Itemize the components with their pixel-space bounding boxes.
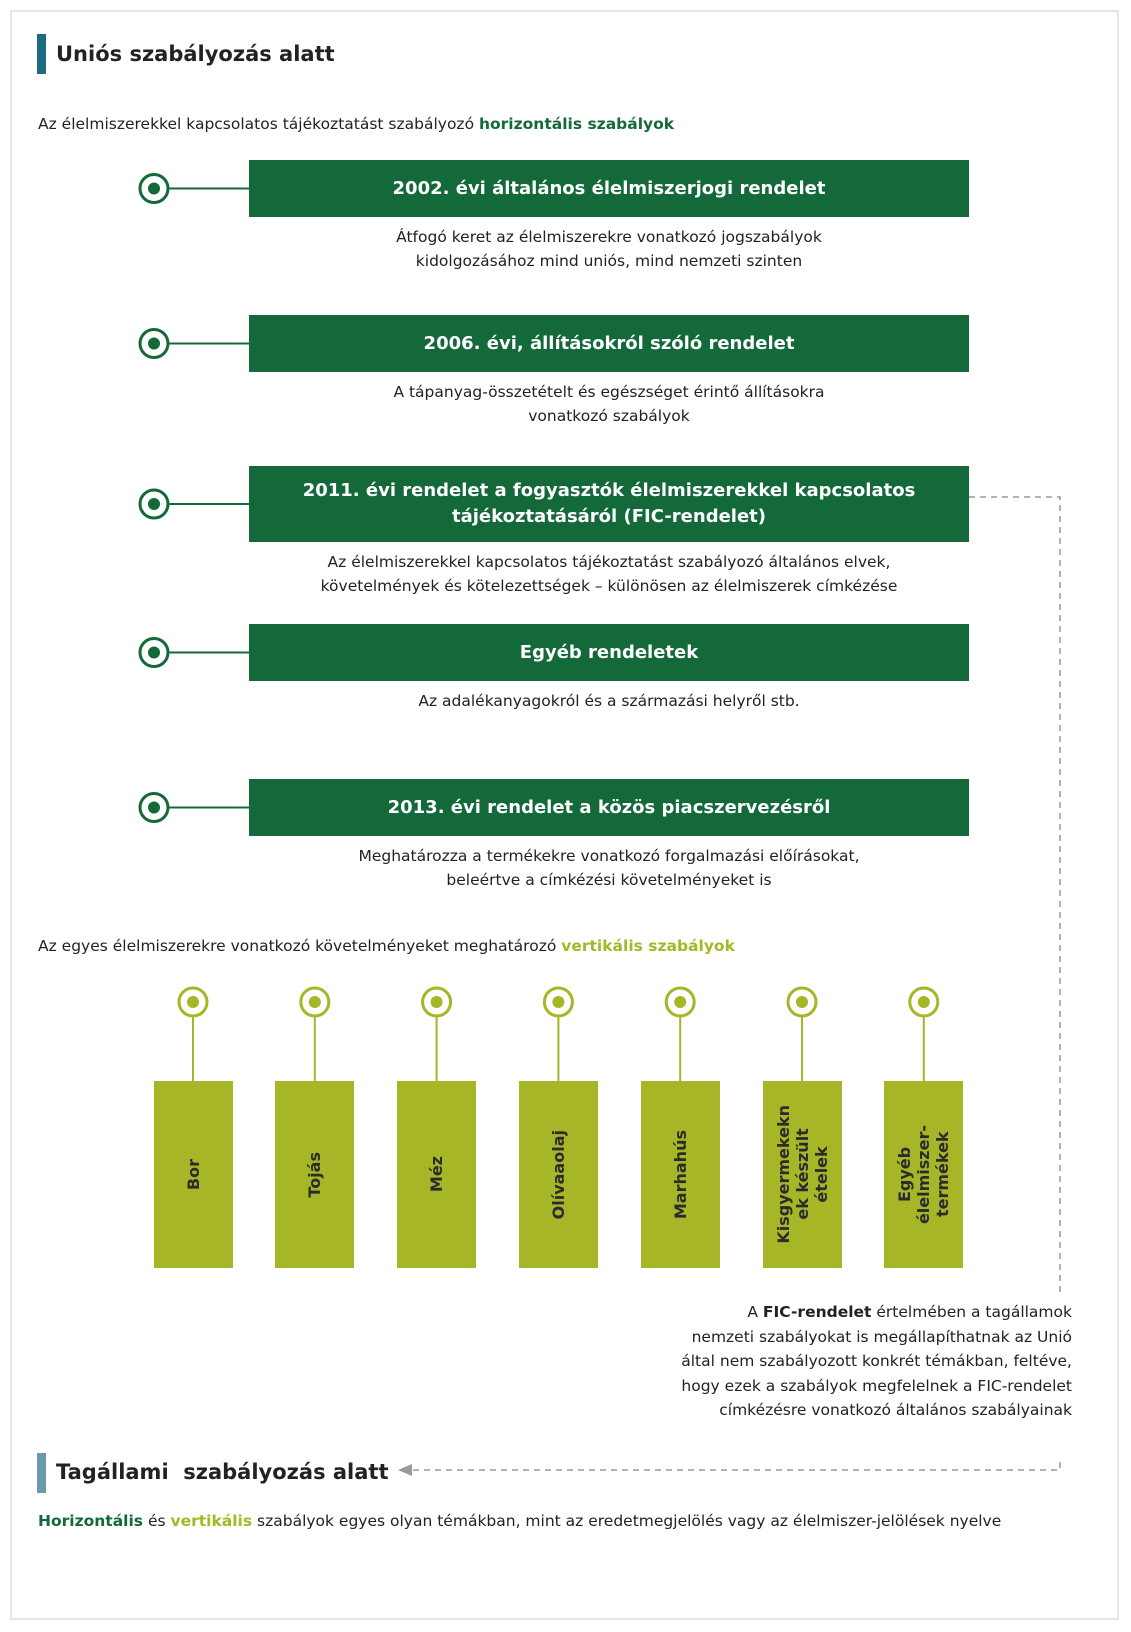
regulation-box: Egyéb rendeletek <box>249 624 969 681</box>
product-line: Marhahús <box>670 1129 690 1220</box>
product-line: ek készült <box>792 1128 812 1221</box>
product-line: Egyéb <box>895 1146 915 1203</box>
product-line: Bor <box>183 1158 203 1191</box>
product-label: Méz <box>427 1156 446 1192</box>
node-dot <box>308 996 321 1008</box>
description-line: A tápanyag-összetételt és egészséget éri… <box>393 383 825 401</box>
product-label: Olívaaolaj <box>549 1130 568 1219</box>
description-line: Meghatározza a termékekre vonatkozó forg… <box>358 847 860 865</box>
intro: Az egyes élelmiszerekre vonatkozó követe… <box>38 937 735 955</box>
product-line: Tojás <box>305 1151 325 1198</box>
node-dot <box>148 646 160 659</box>
product-label: Tojás <box>305 1152 324 1198</box>
node-dot <box>148 182 160 195</box>
description-line: vonatkozó szabályok <box>528 407 690 425</box>
intro-text: Az élelmiszerekkel kapcsolatos tájékozta… <box>38 115 479 133</box>
dashed-link <box>412 496 1061 1471</box>
product-label: Marhahús <box>671 1130 690 1219</box>
section-title: Tagállami szabályozás alatt <box>56 1460 389 1484</box>
product-box: Méz <box>397 1081 477 1268</box>
node-dot <box>148 498 160 510</box>
note-bold: FIC-rendelet <box>762 1303 872 1321</box>
product-label: Egyéb élelmiszer-termékek <box>895 1125 952 1224</box>
product-box: Tojás <box>275 1081 355 1268</box>
description-line: Átfogó keret az élelmiszerekre vonatkozó… <box>396 228 822 246</box>
note-text: A <box>747 1303 763 1321</box>
regulation-description: Az élelmiszerekkel kapcsolatos tájékozta… <box>249 550 969 598</box>
note-text: értelmében a tagállamok nemzeti szabályo… <box>681 1303 1072 1419</box>
intro-text: Az egyes élelmiszerekre vonatkozó követe… <box>38 937 562 955</box>
text: szabályok egyes olyan témákban, mint az … <box>252 1512 1002 1530</box>
product-box: Bor <box>153 1081 233 1268</box>
description-line: követelmények és kötelezettségek – külön… <box>320 577 898 595</box>
regulation-box: 2006. évi, állításokról szóló rendelet <box>249 315 969 372</box>
regulation-description: Átfogó keret az élelmiszerekre vonatkozó… <box>249 225 969 273</box>
note: A FIC-rendelet értelmében a tagállamok n… <box>670 1296 1074 1462</box>
section-bar <box>37 34 46 74</box>
section-title: Uniós szabályozás alatt <box>56 42 335 66</box>
product-box: Egyéb élelmiszer-termékek <box>884 1081 964 1268</box>
node-dot <box>552 996 565 1008</box>
regulation-title: 2002. évi általános élelmiszerjogi rende… <box>392 177 826 199</box>
node-dot <box>430 996 443 1008</box>
footer-text: Horizontális és vertikális szabályok egy… <box>38 1512 1001 1530</box>
arrow-head <box>398 1464 412 1476</box>
product-line: élelmiszer- <box>914 1124 934 1225</box>
intro-highlight: horizontális szabályok <box>478 115 675 133</box>
intro-highlight: vertikális szabályok <box>561 937 735 955</box>
frame <box>10 10 1119 1620</box>
regulation-title: tájékoztatásáról (FIC-rendelet) <box>451 506 766 527</box>
product-box: Marhahús <box>640 1081 720 1268</box>
product-label: Kisgyermekekn ek készült ételek <box>774 1105 831 1244</box>
node-dot <box>148 801 160 814</box>
description-line: Az adalékanyagokról és a származási hely… <box>418 692 800 710</box>
section-bar <box>37 1453 46 1493</box>
regulation-title: 2013. évi rendelet a közös piacszervezés… <box>387 796 831 818</box>
regulation-title: 2006. évi, állításokról szóló rendelet <box>423 332 795 354</box>
product-line: ételek <box>811 1146 831 1203</box>
node-dot <box>796 996 808 1008</box>
node-dot <box>187 996 199 1008</box>
regulation-box: 2011. évi rendelet a fogyasztók élelmisz… <box>249 466 969 542</box>
description-line: Az élelmiszerekkel kapcsolatos tájékozta… <box>327 553 891 571</box>
highlight: Horizontális <box>38 1512 144 1530</box>
regulation-box: 2013. évi rendelet a közös piacszervezés… <box>249 779 969 836</box>
regulation-description: Meghatározza a termékekre vonatkozó forg… <box>249 844 969 892</box>
text: és <box>143 1512 171 1530</box>
regulation-description: Az adalékanyagokról és a származási hely… <box>249 689 969 713</box>
product-label: Bor <box>184 1159 203 1190</box>
product-line: Méz <box>427 1156 447 1193</box>
node-dot <box>674 996 687 1008</box>
regulation-title: Egyéb rendeletek <box>519 641 699 663</box>
description-line: beleértve a címkézési követelményeket is <box>446 871 772 889</box>
node-dot <box>917 996 930 1008</box>
highlight: vertikális <box>170 1512 253 1530</box>
product-line: termékek <box>933 1131 953 1218</box>
regulation-title: 2011. évi rendelet a fogyasztók élelmisz… <box>302 480 916 501</box>
description-line: kidolgozásához mind uniós, mind nemzeti … <box>415 252 803 270</box>
product-line: Olívaaolaj <box>548 1129 568 1220</box>
product-box: Olívaaolaj <box>518 1081 598 1268</box>
product-box: Kisgyermekekn ek készült ételek <box>762 1081 842 1268</box>
regulation-box: 2002. évi általános élelmiszerjogi rende… <box>249 160 969 217</box>
product-line: Kisgyermekekn <box>773 1105 793 1244</box>
intro: Az élelmiszerekkel kapcsolatos tájékozta… <box>38 115 674 133</box>
regulation-description: A tápanyag-összetételt és egészséget éri… <box>249 380 969 428</box>
node-dot <box>148 337 160 350</box>
